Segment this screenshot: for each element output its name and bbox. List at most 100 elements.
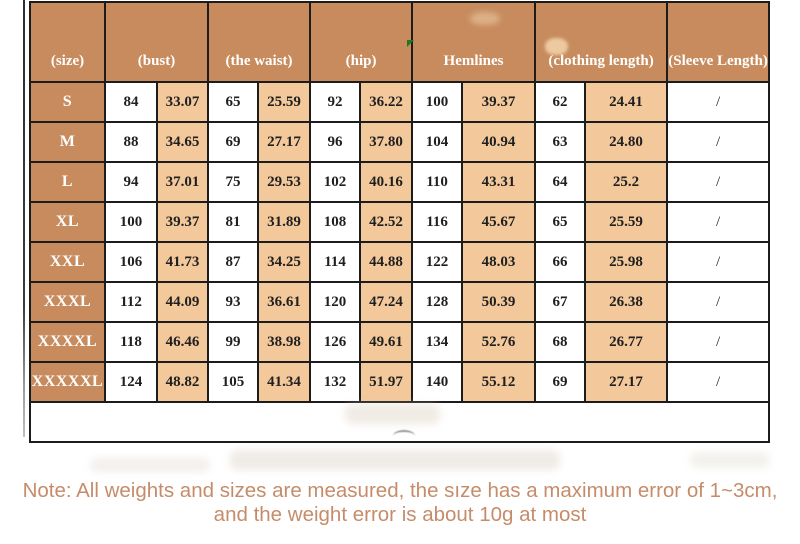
cm-value-cell: 105 xyxy=(207,361,260,403)
table-row: L 94 37.01 75 29.53 102 40.16 110 43.31 64 25.2/ xyxy=(29,161,771,203)
inch-value-cell: 39.37 xyxy=(461,81,537,123)
cm-value-cell: 116 xyxy=(411,201,464,243)
cm-value-cell: 62 xyxy=(534,81,587,123)
table-row: XXL 106 41.73 87 34.25 114 44.88 122 48.03 66 25.9… xyxy=(29,241,771,283)
sleeve-value-cell: / xyxy=(666,361,771,403)
cm-value-cell: 140 xyxy=(411,361,464,403)
sleeve-value-cell: / xyxy=(666,241,771,283)
inch-value-cell: 50.39 xyxy=(461,281,537,323)
inch-value-cell: 41.34 xyxy=(257,361,312,403)
cm-value-cell: 114 xyxy=(309,241,362,283)
cm-value-cell: 66 xyxy=(534,241,587,283)
cm-value-cell: 88 xyxy=(104,121,158,163)
inch-value-cell: 47.24 xyxy=(359,281,414,323)
cm-value-cell: 106 xyxy=(104,241,158,283)
header-hip: (hip) xyxy=(309,1,414,83)
size-label-cell: M xyxy=(29,121,106,163)
inch-value-cell: 25.59 xyxy=(257,81,312,123)
inch-value-cell: 31.89 xyxy=(257,201,312,243)
inch-value-cell: 44.09 xyxy=(155,281,210,323)
measurement-note: Note: All weights and sizes are measured… xyxy=(0,479,800,526)
watermark-smudge xyxy=(230,450,560,470)
size-chart-table: (size) (bust) (the waist) (hip) Hemlines… xyxy=(28,1,771,443)
cm-value-cell: 128 xyxy=(411,281,464,323)
cm-value-cell: 94 xyxy=(104,161,158,203)
inch-value-cell: 45.67 xyxy=(461,201,537,243)
watermark-smudge xyxy=(90,458,210,472)
cm-value-cell: 124 xyxy=(104,361,158,403)
watermark-smudge xyxy=(690,452,770,468)
table-header: (size) (bust) (the waist) (hip) Hemlines… xyxy=(29,1,771,83)
green-flag-marker-icon xyxy=(407,40,414,47)
inch-value-cell: 44.88 xyxy=(359,241,414,283)
inch-value-cell: 25.59 xyxy=(584,201,669,243)
cm-value-cell: 112 xyxy=(104,281,158,323)
cm-value-cell: 63 xyxy=(534,121,587,163)
cm-value-cell: 132 xyxy=(309,361,362,403)
cm-value-cell: 93 xyxy=(207,281,260,323)
table-row: M 88 34.65 69 27.17 96 37.80 104 40.94 63 24.80/ xyxy=(29,121,771,163)
sleeve-value-cell: / xyxy=(666,161,771,203)
cm-value-cell: 96 xyxy=(309,121,362,163)
header-row: (size) (bust) (the waist) (hip) Hemlines… xyxy=(29,1,771,83)
sleeve-value-cell: / xyxy=(666,81,771,123)
inch-value-cell: 34.25 xyxy=(257,241,312,283)
inch-value-cell: 40.16 xyxy=(359,161,414,203)
inch-value-cell: 48.82 xyxy=(155,361,210,403)
table-row: XL 100 39.37 81 31.89 108 42.52 116 45.67 65 25.59… xyxy=(29,201,771,243)
inch-value-cell: 27.17 xyxy=(584,361,669,403)
size-chart-body: S 84 33.07 65 25.59 92 36.22 100 39.37 62 24.41/M 8… xyxy=(29,81,771,403)
header-waist: (the waist) xyxy=(207,1,312,83)
cm-value-cell: 100 xyxy=(104,201,158,243)
cm-value-cell: 108 xyxy=(309,201,362,243)
inch-value-cell: 24.80 xyxy=(584,121,669,163)
inch-value-cell: 38.98 xyxy=(257,321,312,363)
inch-value-cell: 26.38 xyxy=(584,281,669,323)
inch-value-cell: 25.2 xyxy=(584,161,669,203)
inch-value-cell: 49.61 xyxy=(359,321,414,363)
inch-value-cell: 52.76 xyxy=(461,321,537,363)
header-hemlines: Hemlines xyxy=(411,1,537,83)
cm-value-cell: 69 xyxy=(207,121,260,163)
cm-value-cell: 110 xyxy=(411,161,464,203)
cm-value-cell: 99 xyxy=(207,321,260,363)
cm-value-cell: 118 xyxy=(104,321,158,363)
inch-value-cell: 24.41 xyxy=(584,81,669,123)
sleeve-value-cell: / xyxy=(666,321,771,363)
cm-value-cell: 69 xyxy=(534,361,587,403)
inch-value-cell: 51.97 xyxy=(359,361,414,403)
size-label-cell: S xyxy=(29,81,106,123)
inch-value-cell: 26.77 xyxy=(584,321,669,363)
cm-value-cell: 122 xyxy=(411,241,464,283)
inch-value-cell: 33.07 xyxy=(155,81,210,123)
inch-value-cell: 25.98 xyxy=(584,241,669,283)
size-label-cell: XL xyxy=(29,201,106,243)
inch-value-cell: 48.03 xyxy=(461,241,537,283)
size-label-cell: XXXXXL xyxy=(29,361,106,403)
table-row: XXXXXL 124 48.82 105 41.34 132 51.97 140 55.12 69… xyxy=(29,361,771,403)
sleeve-value-cell: / xyxy=(666,121,771,163)
cm-value-cell: 134 xyxy=(411,321,464,363)
note-line-2: and the weight error is about 10g at mos… xyxy=(213,502,587,526)
header-size: (size) xyxy=(29,1,106,83)
table-row: S 84 33.07 65 25.59 92 36.22 100 39.37 62 24.41/ xyxy=(29,81,771,123)
inch-value-cell: 27.17 xyxy=(257,121,312,163)
inch-value-cell: 46.46 xyxy=(155,321,210,363)
inch-value-cell: 36.22 xyxy=(359,81,414,123)
inch-value-cell: 34.65 xyxy=(155,121,210,163)
inch-value-cell: 29.53 xyxy=(257,161,312,203)
inch-value-cell: 36.61 xyxy=(257,281,312,323)
cm-value-cell: 67 xyxy=(534,281,587,323)
cm-value-cell: 65 xyxy=(207,81,260,123)
inch-value-cell: 40.94 xyxy=(461,121,537,163)
cm-value-cell: 120 xyxy=(309,281,362,323)
cm-value-cell: 81 xyxy=(207,201,260,243)
cm-value-cell: 100 xyxy=(411,81,464,123)
cm-value-cell: 102 xyxy=(309,161,362,203)
note-line-1: Note: All weights and sizes are measured… xyxy=(22,479,778,502)
table-row: XXXL 112 44.09 93 36.61 120 47.24 128 50.39 67 26.… xyxy=(29,281,771,323)
size-label-cell: XXXXL xyxy=(29,321,106,363)
cm-value-cell: 84 xyxy=(104,81,158,123)
header-sleeve-length: (Sleeve Length) xyxy=(666,1,771,83)
